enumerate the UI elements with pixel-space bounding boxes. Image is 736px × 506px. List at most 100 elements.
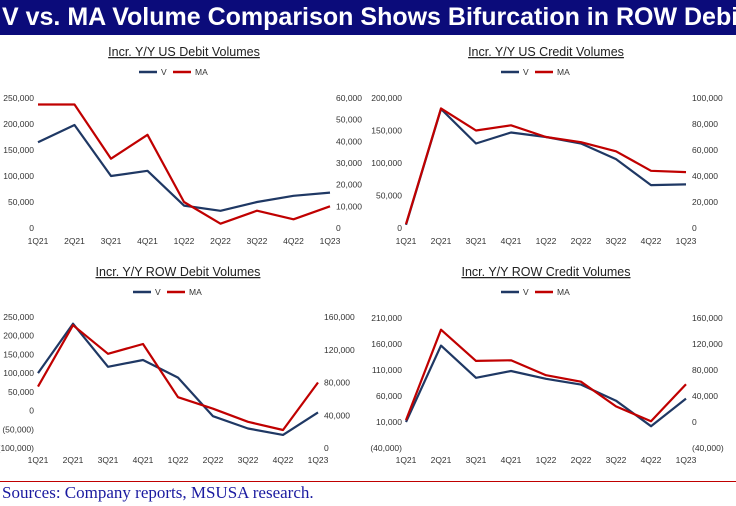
y-tick-right: 0 xyxy=(324,443,329,453)
x-tick-label: 2Q22 xyxy=(203,455,224,465)
y-tick-right: 30,000 xyxy=(336,158,362,168)
y-tick-left: 110,000 xyxy=(372,365,402,375)
y-tick-right: 20,000 xyxy=(336,180,362,190)
x-tick-label: 3Q21 xyxy=(466,455,487,465)
x-tick-label: 3Q22 xyxy=(247,236,268,246)
y-tick-left: 150,000 xyxy=(3,349,34,359)
y-tick-left: 250,000 xyxy=(3,93,34,103)
y-tick-right: 0 xyxy=(692,417,697,427)
x-tick-label: 2Q22 xyxy=(210,236,231,246)
x-tick-label: 2Q22 xyxy=(571,455,592,465)
series-line-ma xyxy=(37,324,319,432)
y-tick-right: 0 xyxy=(336,223,341,233)
x-tick-label: 1Q21 xyxy=(28,455,49,465)
x-tick-label: 2Q21 xyxy=(431,236,452,246)
y-tick-left: 210,000 xyxy=(371,313,402,323)
legend-label-v: V xyxy=(523,67,529,77)
x-tick-label: 1Q22 xyxy=(536,455,557,465)
legend-label-v: V xyxy=(155,287,161,297)
x-tick-label: 3Q21 xyxy=(98,455,119,465)
y-tick-left: 0 xyxy=(29,223,34,233)
x-tick-label: 1Q21 xyxy=(396,455,417,465)
series-line-v xyxy=(37,123,331,212)
y-tick-left: 150,000 xyxy=(371,126,402,136)
legend-label-ma: MA xyxy=(195,67,208,77)
y-tick-left: 50,000 xyxy=(376,191,402,201)
x-tick-label: 1Q22 xyxy=(536,236,557,246)
y-tick-right: 40,000 xyxy=(324,410,350,420)
footer-divider xyxy=(0,481,736,482)
us-credit-chart: Incr. Y/Y US Credit Volumes V MA 200,000 150… xyxy=(371,45,723,246)
y-tick-left: 0 xyxy=(29,406,34,416)
x-tick-label: 1Q22 xyxy=(174,236,195,246)
y-tick-left: 60,000 xyxy=(376,391,402,401)
y-tick-left: 100,000 xyxy=(371,158,402,168)
y-tick-left: 250,000 xyxy=(3,312,34,322)
y-tick-left: (50,000) xyxy=(2,424,34,434)
y-tick-right: 60,000 xyxy=(692,145,718,155)
source-note: Sources: Company reports, MSUSA research… xyxy=(2,483,314,502)
y-tick-left: 200,000 xyxy=(371,93,402,103)
x-tick-label: 3Q21 xyxy=(466,236,487,246)
x-tick-label: 2Q21 xyxy=(431,455,452,465)
chart-title: Incr. Y/Y US Debit Volumes xyxy=(108,45,260,59)
us-debit-chart: Incr. Y/Y US Debit Volumes V MA 250,000 200,… xyxy=(3,45,362,246)
y-tick-right: 40,000 xyxy=(336,136,362,146)
chart-title: Incr. Y/Y US Credit Volumes xyxy=(468,45,624,59)
x-tick-label: 1Q21 xyxy=(396,236,417,246)
y-tick-right: 80,000 xyxy=(692,365,718,375)
legend-label-v: V xyxy=(161,67,167,77)
x-tick-label: 4Q22 xyxy=(283,236,304,246)
y-tick-right: 160,000 xyxy=(692,313,723,323)
x-tick-label: 3Q22 xyxy=(606,236,627,246)
series-line-ma xyxy=(404,328,687,423)
x-tick-label: 1Q21 xyxy=(28,236,49,246)
y-tick-left: (40,000) xyxy=(370,443,402,453)
series-line-ma xyxy=(404,107,687,225)
y-tick-left: 160,000 xyxy=(371,339,402,349)
y-tick-left: 0 xyxy=(397,223,402,233)
legend-label-ma: MA xyxy=(557,67,570,77)
y-tick-left: 200,000 xyxy=(3,331,34,341)
x-tick-label: 3Q22 xyxy=(606,455,627,465)
series-line-v xyxy=(404,344,687,428)
x-tick-label: 4Q21 xyxy=(501,455,522,465)
legend-label-v: V xyxy=(523,287,529,297)
y-tick-right: 120,000 xyxy=(324,345,355,355)
y-tick-right: 50,000 xyxy=(336,115,362,125)
x-tick-label: 3Q21 xyxy=(101,236,122,246)
x-tick-label: 4Q21 xyxy=(133,455,154,465)
y-tick-right: 60,000 xyxy=(336,93,362,103)
series-line-ma xyxy=(38,103,331,225)
legend-label-ma: MA xyxy=(557,287,570,297)
x-tick-label: 4Q21 xyxy=(501,236,522,246)
y-tick-left: 50,000 xyxy=(8,387,34,397)
x-tick-label: 2Q22 xyxy=(571,236,592,246)
y-tick-right: 40,000 xyxy=(692,391,718,401)
y-tick-left: 50,000 xyxy=(8,197,34,207)
y-tick-left: 150,000 xyxy=(3,145,34,155)
y-tick-right: 20,000 xyxy=(692,197,718,207)
y-tick-right: 120,000 xyxy=(692,339,723,349)
x-tick-label: 4Q21 xyxy=(137,236,158,246)
x-tick-label: 1Q22 xyxy=(168,455,189,465)
y-tick-right: 160,000 xyxy=(324,312,355,322)
x-tick-label: 4Q22 xyxy=(273,455,294,465)
row-debit-chart: Incr. Y/Y ROW Debit Volumes V MA 250,000 200… xyxy=(0,265,355,465)
x-tick-label: 4Q22 xyxy=(641,236,662,246)
x-tick-label: 1Q23 xyxy=(320,236,341,246)
y-tick-right: 40,000 xyxy=(692,171,718,181)
y-tick-left: 10,000 xyxy=(376,417,402,427)
x-tick-label: 2Q21 xyxy=(64,236,85,246)
series-line-v xyxy=(37,322,319,436)
y-tick-right: 10,000 xyxy=(336,201,362,211)
chart-title: Incr. Y/Y ROW Debit Volumes xyxy=(96,265,261,279)
x-tick-label: 2Q21 xyxy=(63,455,84,465)
row-credit-chart: Incr. Y/Y ROW Credit Volumes V MA 210,000 16… xyxy=(370,265,724,465)
y-tick-left: 200,000 xyxy=(3,119,34,129)
x-tick-label: 1Q23 xyxy=(676,236,697,246)
x-tick-label: 4Q22 xyxy=(641,455,662,465)
y-tick-left: 100,000 xyxy=(3,368,34,378)
y-tick-right: 80,000 xyxy=(692,119,718,129)
y-tick-left: (100,000) xyxy=(0,443,34,453)
